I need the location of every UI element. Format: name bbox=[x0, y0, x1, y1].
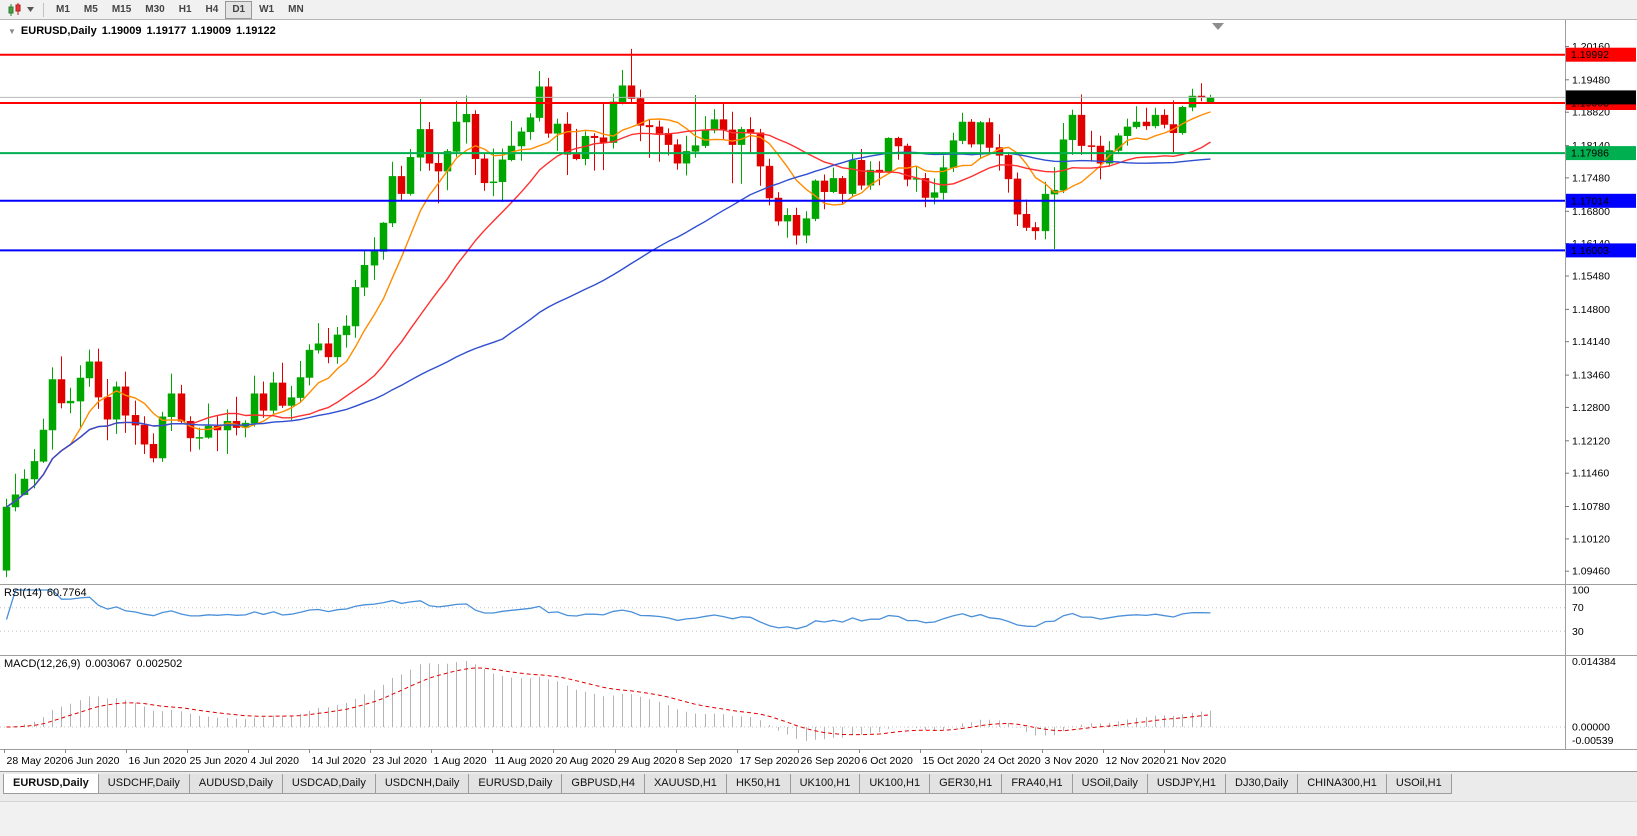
svg-text:25 Jun 2020: 25 Jun 2020 bbox=[190, 755, 248, 767]
svg-text:1.13460: 1.13460 bbox=[1572, 370, 1610, 382]
chart-tab-xauusd-h1-7[interactable]: XAUUSD,H1 bbox=[643, 774, 727, 794]
svg-text:1.12800: 1.12800 bbox=[1572, 402, 1610, 414]
svg-text:24 Oct 2020: 24 Oct 2020 bbox=[984, 755, 1041, 767]
chart-tab-china300-h1-16[interactable]: CHINA300,H1 bbox=[1297, 774, 1387, 794]
date-axis[interactable]: 28 May 2020 6 Jun 2020 16 Jun 2020 25 Jun 2… bbox=[4, 749, 1227, 767]
svg-text:20 Aug 2020: 20 Aug 2020 bbox=[556, 755, 615, 767]
timeframe-toolbar: M1 M5 M15 M30 H1 H4 D1 W1 MN bbox=[49, 0, 311, 19]
chart-tab-fra40-h1-12[interactable]: FRA40,H1 bbox=[1001, 774, 1073, 794]
svg-text:3 Nov 2020: 3 Nov 2020 bbox=[1045, 755, 1099, 767]
svg-text:1.19992: 1.19992 bbox=[1571, 49, 1609, 61]
timeframe-button-h4[interactable]: H4 bbox=[199, 1, 226, 19]
price-tags: 1.199921.190081.179861.170141.160031.191… bbox=[1566, 47, 1636, 258]
status-strip bbox=[0, 801, 1637, 836]
svg-text:16 Jun 2020: 16 Jun 2020 bbox=[129, 755, 187, 767]
timeframe-button-m1[interactable]: M1 bbox=[49, 1, 77, 19]
timeframe-button-d1[interactable]: D1 bbox=[225, 0, 253, 19]
chart-tab-uk100-h1-10[interactable]: UK100,H1 bbox=[859, 774, 931, 794]
svg-text:1.16800: 1.16800 bbox=[1572, 206, 1610, 218]
svg-text:1.14800: 1.14800 bbox=[1572, 304, 1610, 316]
rsi-panel: 100 70 30 bbox=[0, 585, 1590, 638]
candles-layer bbox=[2, 48, 1215, 578]
timeframe-button-w1[interactable]: W1 bbox=[252, 1, 281, 19]
timeframe-button-m30[interactable]: M30 bbox=[138, 1, 171, 19]
svg-text:1.16003: 1.16003 bbox=[1571, 245, 1609, 257]
svg-text:6 Jun 2020: 6 Jun 2020 bbox=[68, 755, 120, 767]
chevron-down-icon bbox=[27, 7, 34, 12]
svg-text:0.00000: 0.00000 bbox=[1572, 722, 1610, 734]
chart-tab-audusd-daily-2[interactable]: AUDUSD,Daily bbox=[188, 774, 283, 794]
timeframe-button-h1[interactable]: H1 bbox=[172, 1, 199, 19]
svg-text:29 Aug 2020: 29 Aug 2020 bbox=[618, 755, 677, 767]
svg-text:30: 30 bbox=[1572, 626, 1584, 638]
svg-text:-0.00539: -0.00539 bbox=[1572, 735, 1614, 747]
svg-text:70: 70 bbox=[1572, 602, 1584, 614]
chart-shift-marker-icon[interactable] bbox=[1212, 23, 1224, 30]
ma-medium-line bbox=[6, 128, 1211, 508]
svg-text:6 Oct 2020: 6 Oct 2020 bbox=[862, 755, 914, 767]
svg-text:1.10120: 1.10120 bbox=[1572, 533, 1610, 545]
svg-text:1.15480: 1.15480 bbox=[1572, 271, 1610, 283]
main-toolbar: M1 M5 M15 M30 H1 H4 D1 W1 MN bbox=[0, 0, 1637, 20]
timeframe-button-m5[interactable]: M5 bbox=[77, 1, 105, 19]
chart-tab-usdjpy-h1-14[interactable]: USDJPY,H1 bbox=[1146, 774, 1227, 794]
svg-text:1.10780: 1.10780 bbox=[1572, 501, 1610, 513]
svg-text:26 Sep 2020: 26 Sep 2020 bbox=[801, 755, 861, 767]
collapse-arrow-icon[interactable]: ▼ bbox=[8, 27, 16, 36]
svg-text:28 May 2020: 28 May 2020 bbox=[7, 755, 68, 767]
svg-text:1.11460: 1.11460 bbox=[1572, 468, 1609, 480]
chart-tab-usdchf-daily-1[interactable]: USDCHF,Daily bbox=[97, 774, 190, 794]
chart-tab-gbpusd-h4-6[interactable]: GBPUSD,H4 bbox=[561, 774, 645, 794]
svg-text:1.14140: 1.14140 bbox=[1572, 336, 1610, 348]
chart-tab-bar: EURUSD,Daily USDCHF,Daily AUDUSD,Daily USDC… bbox=[0, 771, 1637, 801]
svg-text:8 Sep 2020: 8 Sep 2020 bbox=[679, 755, 733, 767]
chart-tab-usoil-h1-17[interactable]: USOil,H1 bbox=[1385, 774, 1452, 794]
chart-background bbox=[0, 20, 1637, 771]
svg-text:1.17480: 1.17480 bbox=[1572, 172, 1610, 184]
ma-fast-line bbox=[6, 111, 1211, 508]
timeframe-button-m15[interactable]: M15 bbox=[105, 1, 138, 19]
candlestick-chart-icon bbox=[8, 2, 21, 16]
macd-signal-line bbox=[6, 667, 1211, 736]
svg-text:1.17986: 1.17986 bbox=[1571, 148, 1609, 160]
chart-tab-ger30-h1-11[interactable]: GER30,H1 bbox=[929, 774, 1003, 794]
chart-type-button[interactable] bbox=[4, 2, 38, 18]
svg-text:4 Jul 2020: 4 Jul 2020 bbox=[251, 755, 300, 767]
svg-text:1.09460: 1.09460 bbox=[1572, 566, 1610, 578]
chart-tab-usoil-daily-13[interactable]: USOil,Daily bbox=[1071, 774, 1148, 794]
svg-text:1.19480: 1.19480 bbox=[1572, 74, 1610, 86]
svg-text:0.014384: 0.014384 bbox=[1572, 656, 1616, 668]
macd-panel: 0.014384 0.00000-0.00539 bbox=[0, 656, 1616, 747]
rsi-line bbox=[5, 589, 1211, 630]
svg-text:1.17014: 1.17014 bbox=[1571, 195, 1609, 207]
chart-tab-usdcnh-daily-4[interactable]: USDCNH,Daily bbox=[374, 774, 470, 794]
svg-text:1.12120: 1.12120 bbox=[1572, 435, 1610, 447]
svg-text:100: 100 bbox=[1572, 585, 1590, 597]
chart-tab-eurusd-daily-5[interactable]: EURUSD,Daily bbox=[468, 774, 563, 794]
chart-tab-usdcad-daily-3[interactable]: USDCAD,Daily bbox=[281, 774, 376, 794]
price-axis[interactable]: 1.201601.194801.188201.181401.174801.168… bbox=[1565, 41, 1610, 578]
chart-canvas[interactable]: 1.201601.194801.188201.181401.174801.168… bbox=[0, 20, 1637, 771]
hlines-layer bbox=[0, 53, 1565, 252]
chart-tab-dj30-daily-15[interactable]: DJ30,Daily bbox=[1225, 774, 1299, 794]
panel-separators bbox=[0, 20, 1637, 750]
svg-text:14 Jul 2020: 14 Jul 2020 bbox=[312, 755, 366, 767]
svg-text:17 Sep 2020: 17 Sep 2020 bbox=[740, 755, 800, 767]
svg-text:1.19122: 1.19122 bbox=[1571, 92, 1609, 104]
svg-text:21 Nov 2020: 21 Nov 2020 bbox=[1167, 755, 1227, 767]
chart-tab-eurusd-daily-0[interactable]: EURUSD,Daily bbox=[3, 774, 99, 794]
chart-tab-uk100-h1-9[interactable]: UK100,H1 bbox=[789, 774, 861, 794]
chart-stage: 1.201601.194801.188201.181401.174801.168… bbox=[0, 20, 1637, 771]
svg-text:1 Aug 2020: 1 Aug 2020 bbox=[434, 755, 487, 767]
chart-tab-hk50-h1-8[interactable]: HK50,H1 bbox=[725, 774, 791, 794]
svg-text:12 Nov 2020: 12 Nov 2020 bbox=[1106, 755, 1166, 767]
svg-text:23 Jul 2020: 23 Jul 2020 bbox=[373, 755, 427, 767]
timeframe-button-mn[interactable]: MN bbox=[281, 1, 311, 19]
toolbar-separator bbox=[43, 2, 44, 17]
svg-text:15 Oct 2020: 15 Oct 2020 bbox=[923, 755, 980, 767]
svg-text:11 Aug 2020: 11 Aug 2020 bbox=[495, 755, 553, 767]
